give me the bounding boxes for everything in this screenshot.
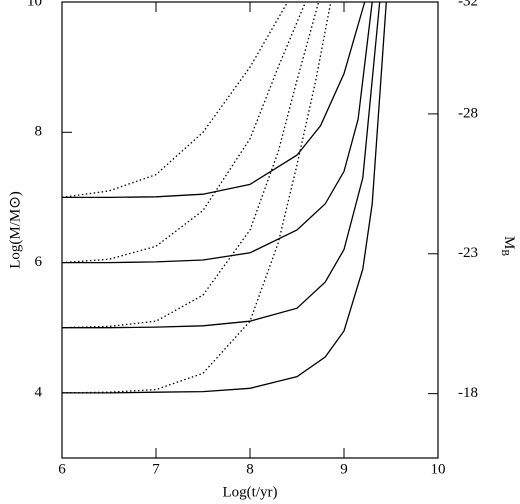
x-tick-label: 8 (246, 461, 254, 477)
y2-tick-label: -18 (458, 385, 478, 401)
curve-solid (62, 1, 387, 394)
x-tick-label: 9 (340, 461, 348, 477)
y-axis-label: Log(M/M⊙) (7, 191, 23, 269)
y2-label-sub: B (499, 249, 510, 256)
x-tick-label: 6 (58, 461, 66, 477)
y-tick-label: 4 (35, 384, 43, 400)
y-tick-label: 10 (27, 0, 42, 9)
x-tick-label: 7 (152, 461, 160, 477)
y2-tick-label: -32 (458, 0, 478, 9)
y2-tick-label: -28 (458, 105, 478, 121)
y2-label-main: M (501, 236, 517, 249)
x-axis-label: Log(t/yr) (223, 484, 278, 500)
y2-axis-label: MB (499, 236, 517, 256)
y2-tick-label: -23 (458, 245, 478, 261)
curve-solid (62, 1, 381, 329)
curve-dotted (61, 1, 320, 329)
curve-solid (62, 1, 373, 264)
curve-solid (62, 1, 366, 199)
x-tick-label: 10 (431, 461, 446, 477)
curve-dotted (61, 1, 307, 264)
y-tick-label: 8 (35, 124, 43, 140)
curve-dotted (61, 1, 289, 199)
y-tick-label: 6 (35, 254, 43, 270)
